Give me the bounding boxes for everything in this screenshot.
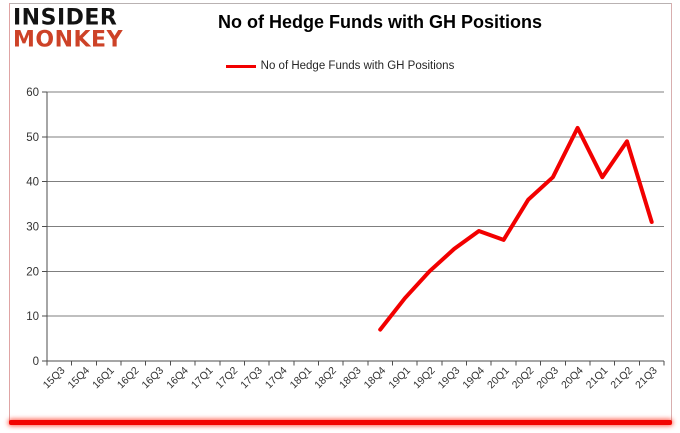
x-tick-label: 16Q3 [140, 365, 167, 392]
frame-left-border [9, 3, 10, 422]
x-tick-label: 19Q3 [436, 365, 463, 392]
y-tick-label: 20 [26, 266, 39, 278]
x-tick-label: 18Q2 [312, 365, 339, 392]
x-tick-label: 16Q1 [90, 365, 117, 392]
x-tick-label: 18Q3 [337, 365, 364, 392]
x-tick-label: 20Q2 [510, 365, 537, 392]
insider-monkey-logo: INSIDER MONKEY [13, 4, 124, 53]
x-tick-label: 17Q1 [189, 365, 216, 392]
x-tick-label: 19Q1 [386, 365, 413, 392]
logo-monkey-text: MONKEY [13, 26, 124, 53]
logo-insider-text: INSIDER [13, 4, 118, 31]
legend-line-marker [225, 64, 256, 68]
legend: No of Hedge Funds with GH Positions [0, 58, 680, 74]
x-tick-label: 16Q2 [115, 365, 142, 392]
x-tick-label: 19Q2 [411, 365, 438, 392]
y-tick-label: 50 [26, 132, 39, 144]
frame-top-border [9, 3, 672, 4]
y-tick-label: 40 [26, 177, 39, 189]
x-tick-label: 18Q1 [288, 365, 315, 392]
x-tick-label: 17Q3 [238, 365, 265, 392]
x-tick-label: 15Q4 [65, 365, 92, 392]
y-tick-label: 10 [26, 311, 39, 323]
chart-title: No of Hedge Funds with GH Positions [218, 12, 542, 32]
y-tick-label: 0 [33, 356, 39, 368]
x-tick-label: 21Q2 [608, 365, 635, 392]
x-tick-label: 19Q4 [460, 365, 487, 392]
frame-right-border [671, 3, 672, 422]
y-tick-label: 30 [26, 222, 39, 234]
x-tick-label: 15Q3 [41, 365, 68, 392]
x-tick-label: 20Q3 [534, 365, 561, 392]
x-tick-label: 18Q4 [362, 365, 389, 392]
x-tick-label: 21Q3 [633, 365, 660, 392]
frame-bottom-red-border [9, 420, 672, 425]
x-tick-label: 16Q4 [164, 365, 191, 392]
x-tick-label: 20Q4 [559, 365, 586, 392]
x-tick-label: 20Q1 [485, 365, 512, 392]
legend-label: No of Hedge Funds with GH Positions [260, 60, 455, 72]
series-line [378, 125, 654, 332]
x-tick-label: 17Q2 [214, 365, 241, 392]
x-tick-label: 21Q1 [584, 365, 611, 392]
x-tick-label: 17Q4 [263, 365, 290, 392]
y-tick-label: 60 [26, 87, 39, 99]
